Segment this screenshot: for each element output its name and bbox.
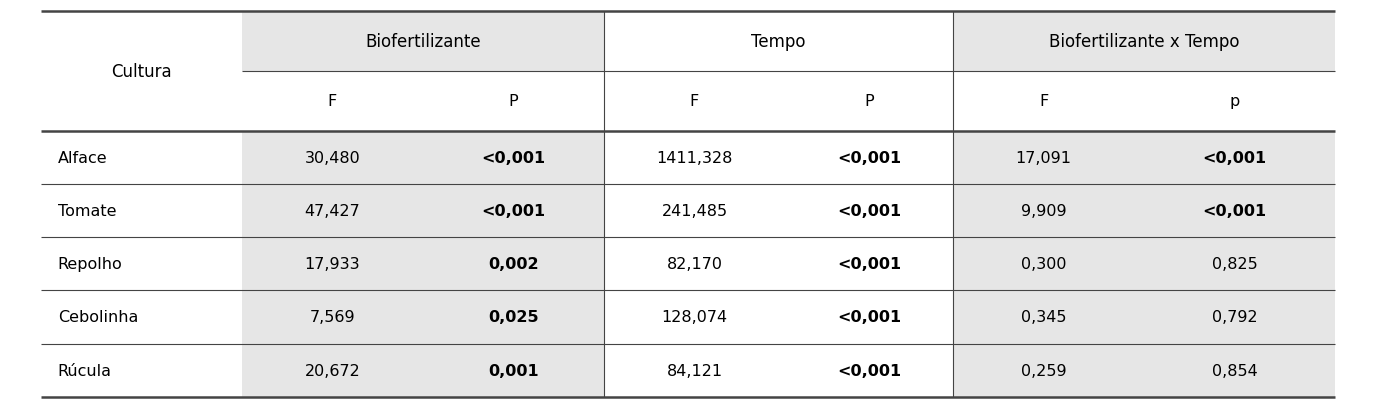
Text: Alface: Alface [58,151,107,166]
Text: 128,074: 128,074 [662,310,728,325]
Text: <0,001: <0,001 [837,204,901,218]
Text: 0,025: 0,025 [488,310,538,325]
Text: F: F [327,94,337,109]
Text: 82,170: 82,170 [666,256,722,272]
Text: 30,480: 30,480 [304,151,361,166]
Text: 17,091: 17,091 [1015,151,1072,166]
Bar [954,291,1335,344]
Text: 9,909: 9,909 [1021,204,1066,218]
Text: Cebolinha: Cebolinha [58,310,138,325]
Text: 20,672: 20,672 [304,363,361,378]
Text: Repolho: Repolho [58,256,122,272]
Bar [954,184,1335,238]
Bar [954,131,1335,184]
Text: Biofertilizante x Tempo: Biofertilizante x Tempo [1049,33,1240,51]
Text: <0,001: <0,001 [1203,204,1266,218]
Text: Tempo: Tempo [751,33,806,51]
Text: 0,001: 0,001 [488,363,538,378]
Bar [242,131,604,184]
Text: P: P [509,94,519,109]
Text: Biofertilizante: Biofertilizante [365,33,480,51]
Text: <0,001: <0,001 [837,151,901,166]
Bar [954,344,1335,397]
Bar [242,12,604,72]
Text: Tomate: Tomate [58,204,117,218]
Text: <0,001: <0,001 [482,204,545,218]
Text: 241,485: 241,485 [662,204,728,218]
Text: 0,259: 0,259 [1021,363,1066,378]
Text: <0,001: <0,001 [837,363,901,378]
Bar [242,344,604,397]
Text: 7,569: 7,569 [310,310,355,325]
Text: <0,001: <0,001 [482,151,545,166]
Text: P: P [864,94,874,109]
Text: 0,345: 0,345 [1021,310,1066,325]
Text: 0,825: 0,825 [1212,256,1258,272]
Text: <0,001: <0,001 [837,256,901,272]
Text: 84,121: 84,121 [666,363,722,378]
Bar [242,238,604,291]
Bar [954,238,1335,291]
Text: 1411,328: 1411,328 [656,151,732,166]
Text: p: p [1229,94,1240,109]
Text: F: F [1039,94,1049,109]
Text: Rúcula: Rúcula [58,363,111,378]
Text: F: F [689,94,699,109]
Text: Cultura: Cultura [111,63,172,81]
Text: 17,933: 17,933 [304,256,361,272]
Text: 0,002: 0,002 [488,256,538,272]
Text: 0,792: 0,792 [1212,310,1258,325]
Text: 0,854: 0,854 [1212,363,1258,378]
Bar [242,291,604,344]
Bar [242,184,604,238]
Text: 0,300: 0,300 [1021,256,1066,272]
Bar [954,12,1335,72]
Text: <0,001: <0,001 [1203,151,1266,166]
Text: 47,427: 47,427 [304,204,361,218]
Text: <0,001: <0,001 [837,310,901,325]
